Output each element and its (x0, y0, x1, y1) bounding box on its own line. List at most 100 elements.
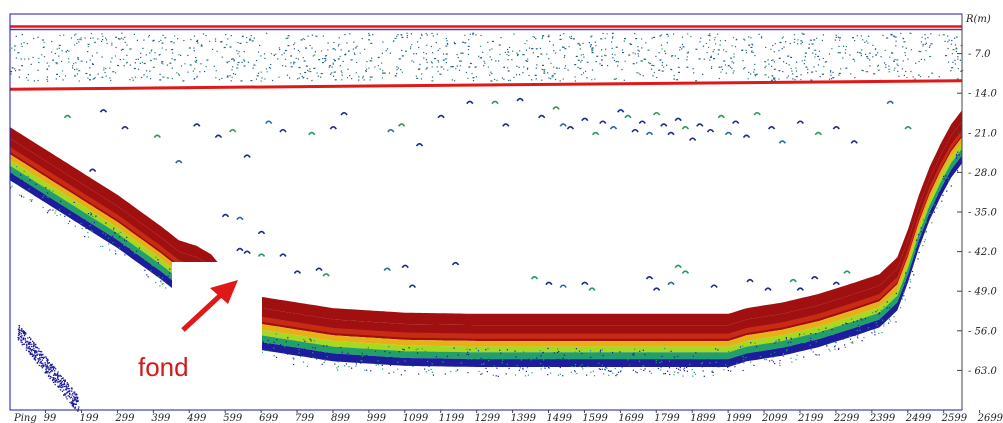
seabed-speckle (700, 363, 702, 365)
surface-noise-speckle (824, 61, 826, 63)
surface-noise-speckle (411, 60, 413, 62)
seabed-speckle (122, 241, 124, 244)
seabed-speckle (832, 334, 834, 336)
seabed-speckle (576, 372, 578, 375)
second-echo-speckle (33, 348, 35, 350)
seabed-speckle (300, 345, 302, 347)
surface-noise-speckle (653, 65, 655, 67)
seabed-speckle (616, 373, 618, 376)
fish-target (451, 261, 460, 266)
surface-noise-speckle (166, 77, 169, 79)
surface-noise-speckle (925, 42, 927, 44)
surface-noise-speckle (312, 55, 314, 57)
surface-noise-speckle (171, 78, 173, 80)
second-echo-speckle (47, 367, 49, 369)
seabed-speckle (522, 367, 524, 369)
surface-noise-speckle (513, 76, 515, 78)
seabed-speckle (882, 319, 884, 321)
seabed-speckle (432, 374, 434, 376)
surface-noise-speckle (358, 76, 360, 78)
surface-noise-speckle (353, 52, 355, 54)
surface-noise-speckle (742, 49, 744, 51)
second-echo-speckle (45, 368, 47, 370)
seabed-speckle (818, 329, 820, 331)
seabed-speckle (481, 372, 483, 375)
seabed-speckle (903, 295, 905, 297)
surface-noise-speckle (681, 36, 684, 38)
surface-noise-speckle (178, 74, 180, 76)
seabed-speckle (668, 365, 670, 367)
surface-noise-speckle (877, 64, 880, 66)
surface-noise-speckle (890, 34, 893, 36)
surface-noise-speckle (322, 62, 324, 64)
seabed-speckle (799, 350, 801, 352)
surface-noise-speckle (92, 63, 95, 65)
fish-target (121, 126, 129, 130)
surface-noise-speckle (838, 72, 841, 74)
fish-target (732, 120, 740, 124)
seabed-speckle (388, 346, 390, 348)
seabed-speckle (411, 356, 413, 358)
surface-noise-speckle (947, 35, 949, 37)
seabed-speckle (874, 331, 876, 333)
seabed-speckle (485, 367, 487, 369)
seabed-speckle (497, 375, 499, 377)
surface-noise-speckle (18, 69, 21, 71)
seabed-speckle (810, 339, 812, 342)
seabed-speckle (575, 356, 577, 358)
surface-noise-speckle (437, 59, 439, 61)
surface-noise-speckle (467, 49, 470, 51)
second-echo-speckle (53, 378, 55, 381)
seabed-speckle (698, 363, 700, 365)
second-echo-speckle (25, 333, 27, 335)
surface-noise-speckle (78, 41, 80, 43)
surface-noise-speckle (667, 35, 669, 37)
fish-target (886, 100, 894, 105)
seabed-speckle (776, 340, 778, 342)
surface-noise-speckle (364, 48, 366, 50)
fish-target (591, 131, 600, 136)
surface-noise-speckle (718, 77, 720, 80)
surface-noise-speckle (243, 51, 245, 53)
surface-noise-speckle (838, 45, 840, 47)
surface-noise-speckle (187, 54, 189, 56)
seabed-speckle (543, 359, 545, 361)
seabed-speckle (956, 157, 958, 159)
fish-target (538, 114, 546, 119)
surface-noise-speckle (439, 73, 442, 75)
second-echo-speckle (39, 357, 41, 359)
surface-noise-speckle (137, 58, 139, 60)
surface-noise-speckle (178, 54, 180, 56)
surface-noise-speckle (518, 66, 520, 68)
seabed-speckle (528, 355, 530, 357)
seabed-speckle (958, 154, 960, 156)
surface-noise-speckle (591, 52, 594, 54)
second-echo-speckle (71, 394, 73, 396)
seabed-speckle (759, 356, 761, 358)
surface-noise-speckle (718, 66, 721, 68)
surface-noise-speckle (624, 38, 626, 40)
surface-noise-speckle (114, 55, 116, 57)
surface-noise-speckle (123, 58, 125, 60)
seabed-speckle (849, 338, 852, 340)
second-echo-speckle (22, 332, 25, 335)
surface-noise-speckle (302, 77, 304, 79)
surface-noise-speckle (318, 59, 321, 61)
surface-noise-speckle (161, 61, 164, 63)
surface-noise-speckle (421, 73, 423, 75)
surface-noise-speckle (56, 73, 58, 75)
seabed-speckle (403, 349, 405, 351)
surface-noise-speckle (148, 34, 150, 37)
surface-noise-speckle (831, 78, 833, 80)
surface-noise-speckle (89, 74, 91, 76)
surface-noise-speckle (611, 47, 613, 49)
seabed-speckle (30, 200, 33, 202)
seabed-speckle (361, 352, 363, 354)
seabed-speckle (874, 334, 876, 336)
fish-target (624, 114, 632, 119)
seabed-speckle (102, 232, 104, 234)
surface-noise-speckle (586, 77, 588, 79)
surface-noise-speckle (501, 77, 503, 79)
surface-noise-speckle (243, 60, 246, 62)
surface-noise-speckle (577, 66, 579, 68)
